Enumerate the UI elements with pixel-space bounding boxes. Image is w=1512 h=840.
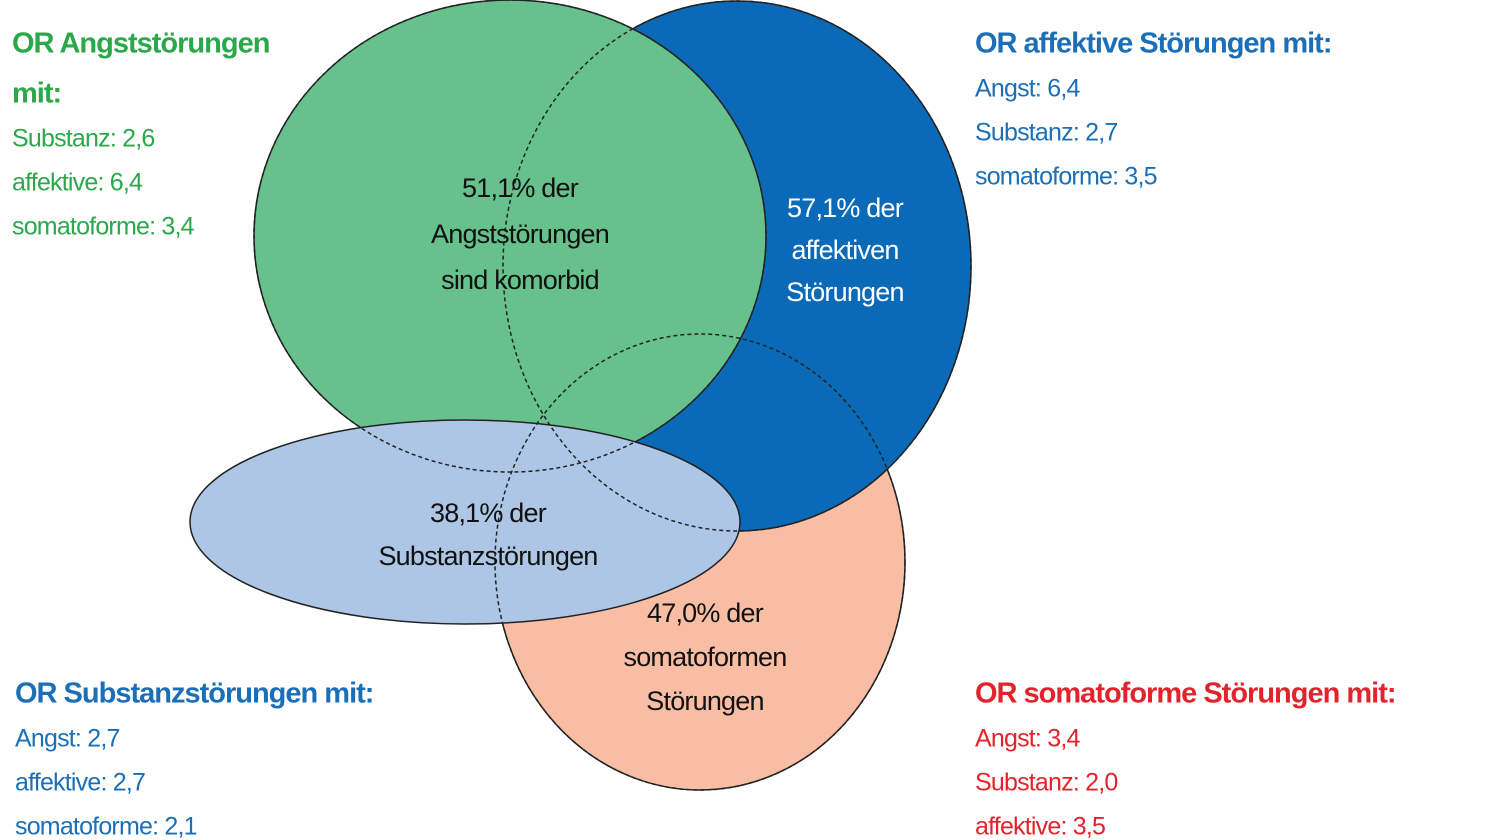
circle-label: Substanzstörungen [378,541,597,571]
group-title: OR Substanzstörungen mit: [15,678,373,710]
odds-ratio: Angst: 3,4 [975,725,1080,753]
odds-ratio: somatoforme: 3,5 [975,163,1157,191]
circle-label: affektiven [791,235,898,265]
group-title: OR Angststörungen [12,28,269,60]
affective-outline [502,0,972,532]
odds-ratio: affektive: 3,5 [975,813,1105,840]
odds-ratio: Angst: 6,4 [975,75,1080,103]
odds-ratio: Angst: 2,7 [15,725,120,753]
circle-label: Störungen [646,686,763,716]
odds-ratio: Substanz: 2,6 [12,125,154,153]
anxiety-outline [253,0,767,473]
shapes [189,0,972,791]
circle-label: sind komorbid [441,265,599,295]
texts: OR Angststörungen mit: Substanz: 2,6 affekt… [12,28,1397,840]
circle-label: somatoformen [624,642,787,672]
circle-label: Störungen [786,277,903,307]
odds-ratio: somatoforme: 2,1 [15,813,197,840]
circle-label: 38,1% der [430,498,547,528]
odds-ratio: somatoforme: 3,4 [12,213,195,241]
odds-ratio: Substanz: 2,7 [975,119,1117,147]
somatoform-outline [494,333,906,791]
circle-label: 51,1% der [462,173,579,203]
odds-ratio: affektive: 2,7 [15,769,145,797]
circle-label: Angststörungen [431,219,609,249]
circle-label: 57,1% der [787,193,904,223]
group-title: OR somatoforme Störungen mit: [975,678,1396,710]
substance-ellipse [189,419,741,625]
group-title: mit: [12,78,61,110]
group-title: OR affektive Störungen mit: [975,28,1332,60]
odds-ratio: Substanz: 2,0 [975,769,1117,797]
odds-ratio: affektive: 6,4 [12,169,143,197]
circle-label: 47,0% der [647,598,764,628]
